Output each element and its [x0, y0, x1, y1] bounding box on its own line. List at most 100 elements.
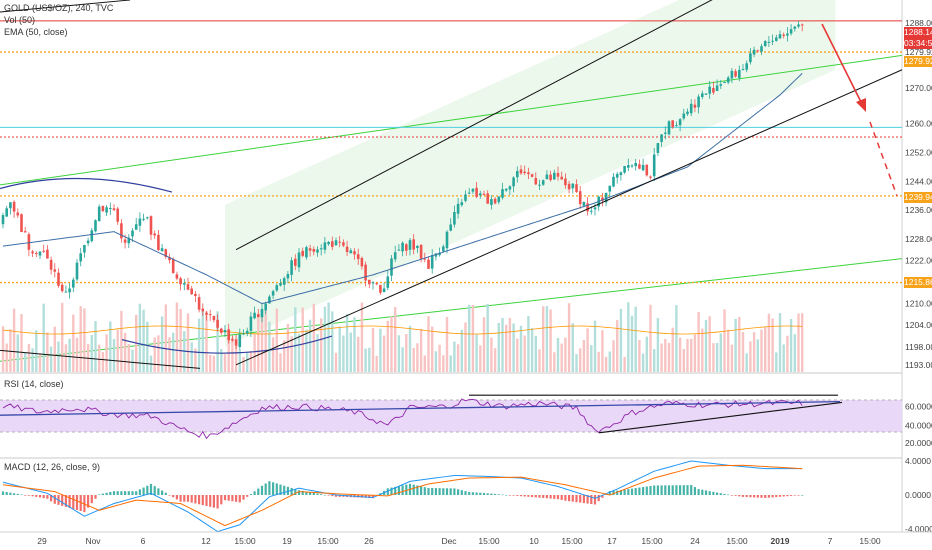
time-axis-label: 19 — [282, 536, 292, 546]
arc-top-left — [0, 177, 173, 193]
volume-bar — [530, 328, 534, 372]
macd-histogram-bar — [760, 495, 763, 498]
candle-body — [686, 111, 689, 115]
candle-body — [449, 224, 452, 231]
volume-bar — [164, 304, 167, 372]
candle-body — [445, 231, 449, 249]
candle-body — [286, 274, 290, 279]
macd-histogram-bar — [331, 495, 334, 497]
volume-bar — [31, 348, 34, 372]
macd-histogram-bar — [157, 488, 160, 495]
volume-bar — [160, 316, 164, 372]
macd-histogram-bar — [704, 490, 708, 495]
candle-body — [282, 278, 286, 285]
volume-bar — [342, 335, 345, 372]
volume-bar — [286, 323, 290, 372]
volume-bar — [564, 337, 567, 372]
price-axis-label: 1260.00 — [905, 119, 932, 129]
time-axis-label: 2019 — [771, 536, 790, 546]
candle-body — [149, 216, 153, 235]
macd-histogram-bar — [579, 495, 582, 503]
candle-body — [453, 212, 456, 225]
macd-histogram-bar — [309, 492, 312, 495]
volume-bar — [645, 336, 648, 372]
volume-bar — [553, 352, 556, 372]
volume-bar — [582, 340, 586, 372]
candle-body — [612, 176, 615, 187]
candle-body — [590, 210, 593, 212]
candle-body — [678, 119, 682, 126]
candle-body — [763, 41, 767, 47]
macd-histogram-bar — [549, 495, 552, 499]
candle-body — [205, 312, 208, 315]
candle-body — [538, 184, 541, 186]
volume-legend: Vol (50) — [4, 15, 36, 25]
candle-body — [131, 230, 134, 237]
candle-body — [356, 254, 360, 260]
macd-histogram-bar — [568, 495, 571, 502]
volume-bar — [786, 335, 789, 372]
volume-bar — [752, 332, 756, 372]
macd-histogram-bar — [371, 495, 375, 499]
macd-histogram-bar — [42, 495, 45, 499]
macd-histogram-bar — [593, 495, 597, 505]
macd-histogram-bar — [94, 495, 97, 499]
volume-bar — [745, 353, 748, 372]
time-axis-label: 15:00 — [726, 536, 748, 546]
macd-histogram-bar — [338, 495, 341, 497]
volume-bar — [123, 332, 127, 372]
macd-histogram-bar — [442, 488, 445, 495]
macd-histogram-bar — [471, 492, 474, 495]
candle-body — [334, 240, 338, 246]
candle-body — [490, 199, 493, 205]
macd-histogram-bar — [327, 495, 330, 496]
candle-body — [601, 197, 604, 201]
macd-histogram-bar — [397, 486, 400, 495]
macd-histogram-bar — [127, 491, 130, 495]
volume-bar — [789, 319, 793, 372]
volume-bar — [38, 354, 42, 372]
macd-histogram-bar — [616, 490, 619, 495]
volume-bar — [253, 334, 256, 372]
macd-histogram-bar — [449, 488, 452, 495]
candle-body — [519, 169, 523, 174]
volume-bar — [220, 348, 223, 372]
volume-bar — [83, 308, 86, 372]
volume-bar — [782, 344, 785, 372]
volume-bar — [127, 343, 130, 372]
candle-body — [775, 37, 778, 41]
candle-body — [667, 121, 671, 135]
time-axis-label: 15:00 — [561, 536, 583, 546]
volume-bar — [175, 302, 179, 372]
macd-histogram-bar — [519, 495, 523, 497]
macd-histogram-bar — [497, 494, 500, 495]
candle-body — [49, 259, 53, 270]
macd-histogram-bar — [531, 495, 534, 498]
volume-bar — [371, 327, 375, 372]
macd-histogram-bar — [216, 495, 219, 509]
macd-histogram-bar — [797, 495, 800, 496]
time-axis-label: 15:00 — [859, 536, 881, 546]
candle-body — [201, 308, 205, 312]
macd-histogram-bar — [220, 495, 223, 505]
macd-histogram-bar — [556, 495, 560, 500]
macd-histogram-bar — [116, 491, 119, 495]
macd-histogram-bar — [64, 495, 67, 507]
volume-bar — [72, 314, 75, 372]
candle-body — [101, 205, 105, 212]
volume-bar — [749, 341, 752, 372]
macd-histogram-bar — [75, 495, 79, 510]
candle-body — [301, 250, 304, 256]
macd-histogram-bar — [638, 487, 641, 495]
volume-bar — [604, 356, 608, 372]
time-axis-label: 7 — [828, 536, 833, 546]
volume-bar — [512, 323, 515, 372]
volume-bar — [331, 311, 334, 372]
macd-histogram-bar — [364, 495, 367, 498]
candle-body — [127, 237, 131, 244]
volume-bar — [634, 306, 637, 372]
candle-body — [649, 176, 652, 178]
candle-body — [116, 208, 119, 222]
volume-bar — [686, 338, 689, 372]
